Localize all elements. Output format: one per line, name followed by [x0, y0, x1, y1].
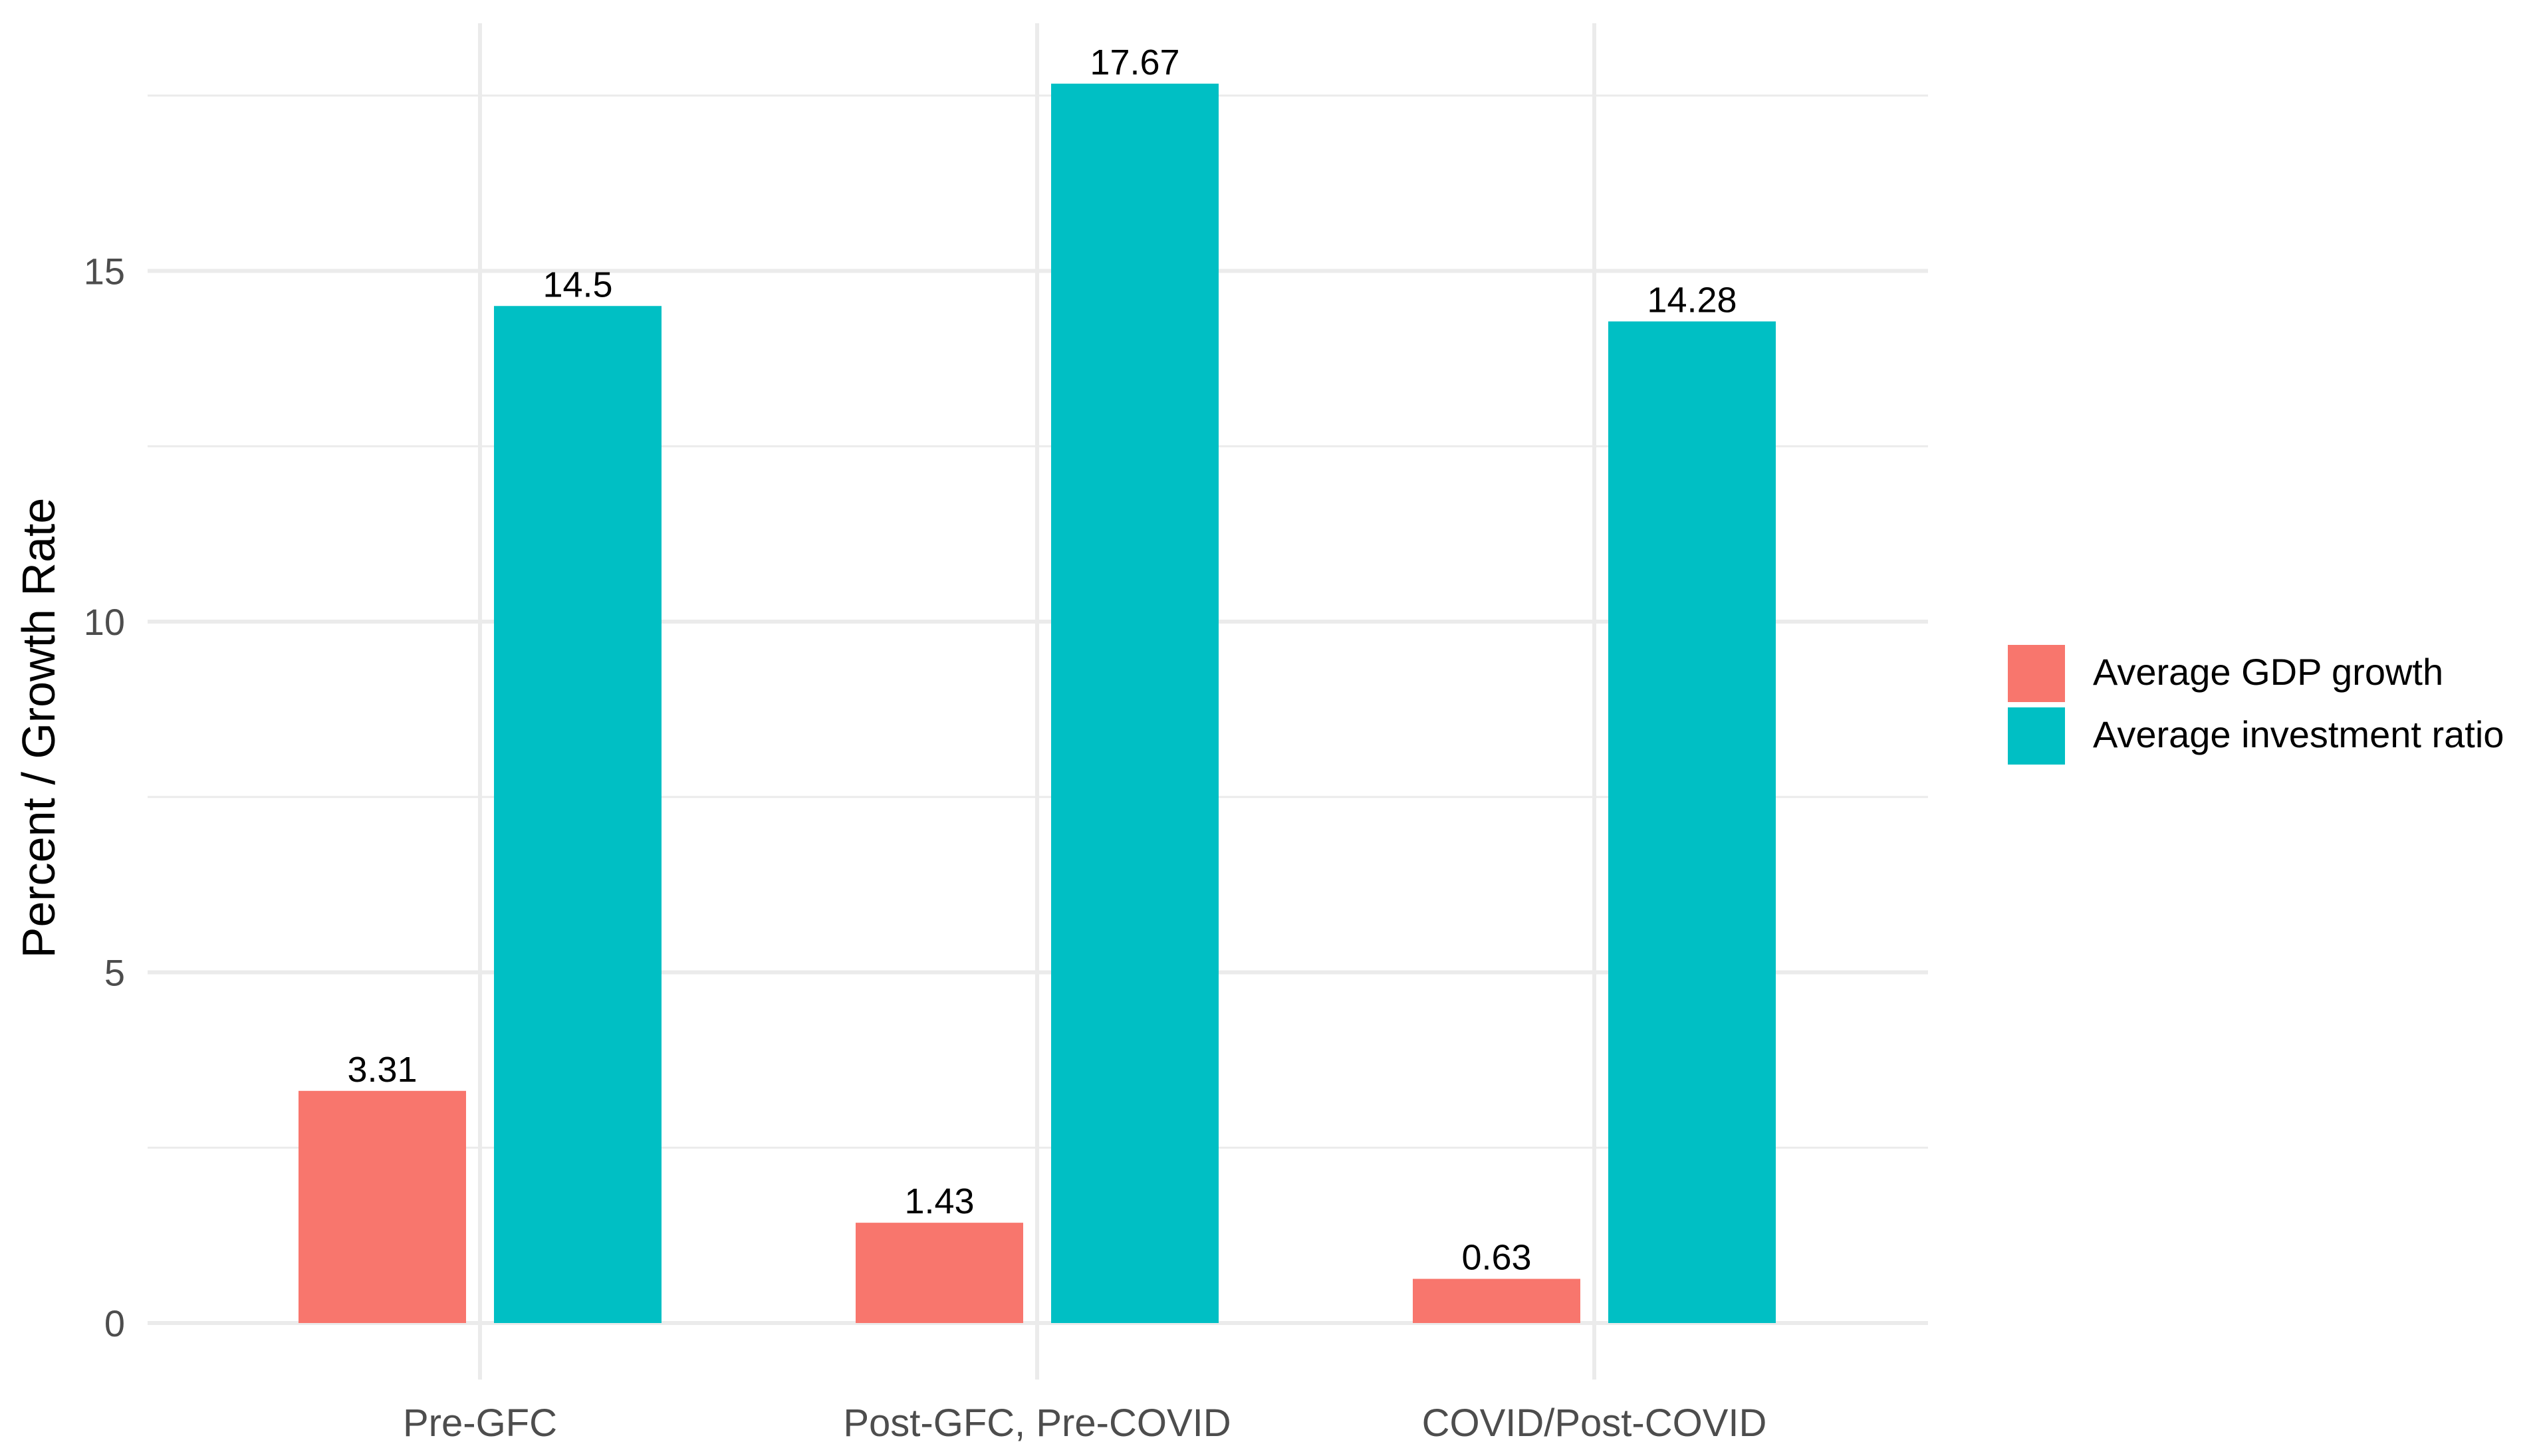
bar-investment-ratio	[494, 306, 662, 1323]
bar-gdp-growth	[1413, 1278, 1580, 1323]
bar-investment-ratio	[1608, 321, 1776, 1324]
y-tick-label: 5	[104, 952, 125, 994]
x-tick-label: Pre-GFC	[403, 1401, 557, 1445]
y-tick-label: 15	[84, 251, 125, 293]
legend-key	[2008, 707, 2065, 765]
y-tick-label: 10	[84, 601, 125, 643]
y-axis-title: Percent / Growth Rate	[13, 498, 64, 959]
x-axis-ticks: Pre-GFC Post-GFC, Pre-COVID COVID/Post-COV…	[403, 1401, 1766, 1445]
bar-investment-ratio	[1051, 83, 1219, 1324]
legend-key	[2008, 645, 2065, 702]
bar-value-label: 3.31	[347, 1050, 417, 1090]
bar-gdp-growth	[299, 1090, 466, 1323]
y-axis-ticks: 0 5 10 15	[84, 251, 125, 1345]
bar-value-label: 17.67	[1090, 43, 1179, 82]
legend: Average GDP growth Average investment rat…	[2008, 645, 2504, 765]
x-tick-label: COVID/Post-COVID	[1422, 1401, 1767, 1445]
y-tick-label: 0	[104, 1302, 125, 1344]
bar-value-label: 14.28	[1647, 280, 1737, 320]
x-tick-label: Post-GFC, Pre-COVID	[843, 1401, 1231, 1445]
bars	[299, 83, 1776, 1324]
data-labels: 3.31 14.5 1.43 17.67 0.63 14.28	[347, 43, 1737, 1278]
bar-gdp-growth	[856, 1223, 1023, 1323]
bar-value-label: 0.63	[1461, 1238, 1531, 1278]
legend-label: Average investment ratio	[2093, 713, 2504, 755]
legend-label: Average GDP growth	[2093, 651, 2443, 693]
bar-value-label: 1.43	[904, 1181, 974, 1221]
bar-value-label: 14.5	[543, 265, 612, 304]
